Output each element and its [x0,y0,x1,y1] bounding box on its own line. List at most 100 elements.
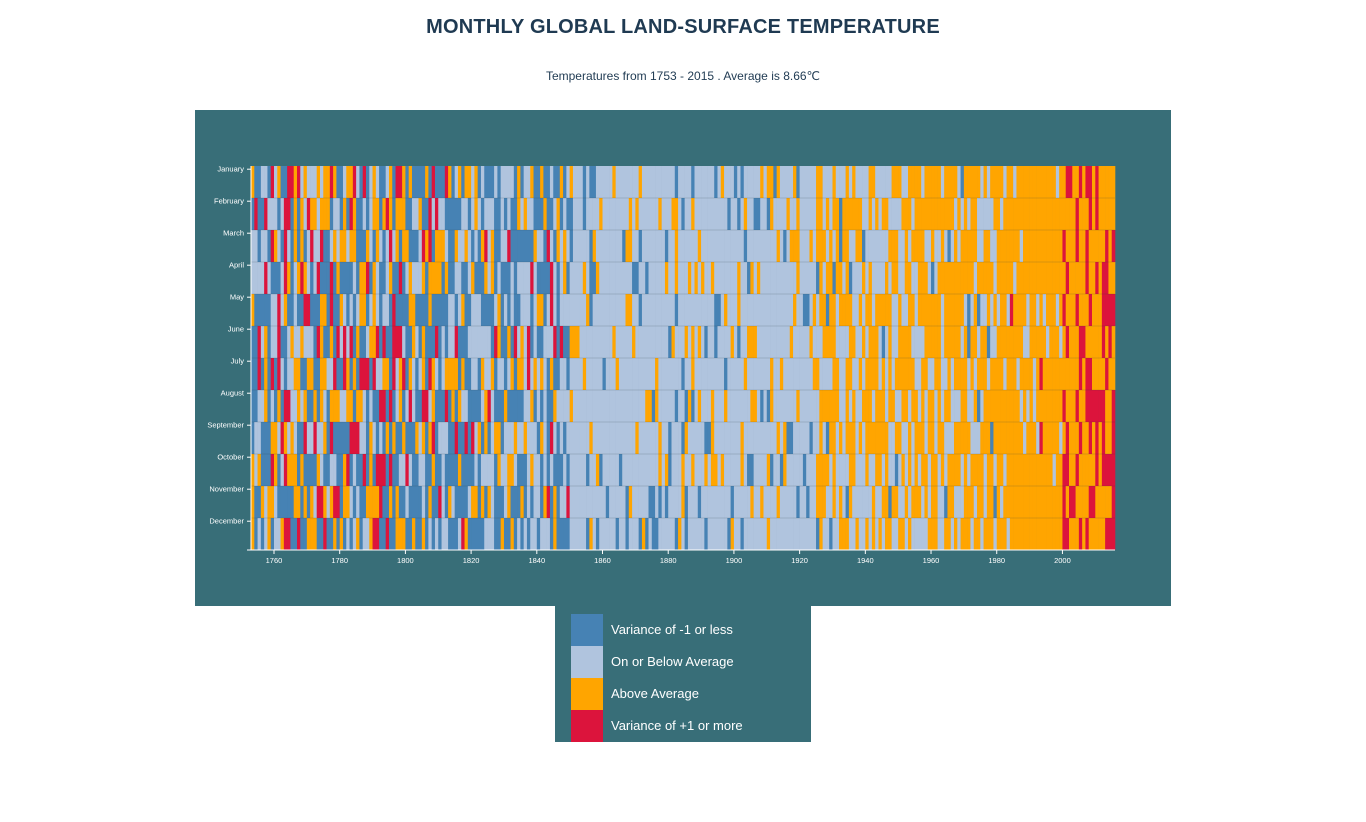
heatmap-cell [296,294,301,326]
heatmap-cell [885,454,889,486]
heatmap-cell [1009,166,1014,198]
heatmap-cell [743,198,748,230]
heatmap-cell [313,518,318,550]
heatmap-cell [671,198,676,230]
heatmap-cell [444,166,449,198]
x-tick-label: 1900 [726,556,743,565]
heatmap-cell [740,294,745,326]
heatmap-cell [618,390,623,422]
heatmap-cell [365,358,370,390]
heatmap-cell [287,166,291,198]
heatmap-cell [927,294,932,326]
heatmap-cell [342,294,347,326]
legend-swatch-cold [571,614,603,646]
heatmap-cell [934,358,938,390]
heatmap-cell [986,390,991,422]
heatmap-cell [595,262,600,294]
heatmap-cell [776,230,781,262]
heatmap-cell [668,230,672,262]
heatmap-cell [842,198,846,230]
heatmap-cell [717,422,722,454]
heatmap-cell [520,262,524,294]
heatmap-cell [825,262,830,294]
heatmap-cell [418,198,423,230]
heatmap-cell [704,518,708,550]
heatmap-cell [628,230,633,262]
heatmap-cell [862,422,866,454]
heatmap-cell [691,230,695,262]
heatmap-cell [816,326,820,358]
heatmap-cell [513,198,518,230]
heatmap-cell [1006,262,1011,294]
heatmap-cell [848,198,853,230]
heatmap-cell [1029,294,1034,326]
heatmap-cell [438,326,442,358]
heatmap-cell [1095,326,1099,358]
heatmap-cell [1046,294,1050,326]
heatmap-cell [533,454,538,486]
heatmap-cell [346,198,350,230]
heatmap-cell [559,294,564,326]
heatmap-cell [802,326,807,358]
heatmap-cell [576,358,580,390]
heatmap-cell [865,454,869,486]
heatmap-cell [806,230,810,262]
heatmap-cell [668,262,672,294]
heatmap-cell [963,518,968,550]
heatmap-cell [625,198,630,230]
heatmap-cell [868,294,873,326]
heatmap-cell [977,294,981,326]
heatmap-cell [349,198,354,230]
heatmap-cell [842,518,846,550]
heatmap-cell [638,294,643,326]
heatmap-cell [687,198,692,230]
heatmap-cell [671,166,676,198]
heatmap-cell [1052,294,1057,326]
heatmap-cell [924,486,929,518]
heatmap-cell [402,486,406,518]
heatmap-cell [408,198,413,230]
heatmap-cell [618,230,623,262]
heatmap-cell [536,454,541,486]
heatmap-cell [960,230,965,262]
heatmap-cell [471,198,475,230]
heatmap-cell [858,262,863,294]
heatmap-cell [891,518,896,550]
heatmap-cell [1059,454,1063,486]
heatmap-cell [1105,166,1109,198]
heatmap-cell [750,454,754,486]
heatmap-cell [1075,326,1080,358]
heatmap-cell [1111,486,1116,518]
heatmap-cell [362,390,367,422]
heatmap-cell [973,358,978,390]
heatmap-cell [921,262,925,294]
heatmap-cell [812,326,817,358]
heatmap-cell [684,230,689,262]
heatmap-cell [1069,294,1073,326]
heatmap-cell [694,486,699,518]
heatmap-cell [793,486,797,518]
heatmap-cell [862,390,866,422]
heatmap-cell [967,486,971,518]
heatmap-cell [356,454,360,486]
heatmap-cell [1019,230,1024,262]
heatmap-cell [737,326,741,358]
heatmap-cell [582,294,587,326]
heatmap-cell [438,358,442,390]
heatmap-cell [402,422,406,454]
heatmap-cell [1055,262,1060,294]
heatmap-cell [645,422,649,454]
heatmap-cell [369,390,373,422]
heatmap-cell [500,262,505,294]
heatmap-cell [280,262,285,294]
heatmap-cell [1092,326,1096,358]
heatmap-cell [1085,518,1090,550]
heatmap-cell [648,198,653,230]
heatmap-cell [1095,198,1099,230]
heatmap-cell [385,454,390,486]
heatmap-cell [927,454,932,486]
heatmap-cell [1039,230,1044,262]
heatmap-cell [701,262,705,294]
heatmap-cell [589,166,593,198]
heatmap-cell [980,454,984,486]
